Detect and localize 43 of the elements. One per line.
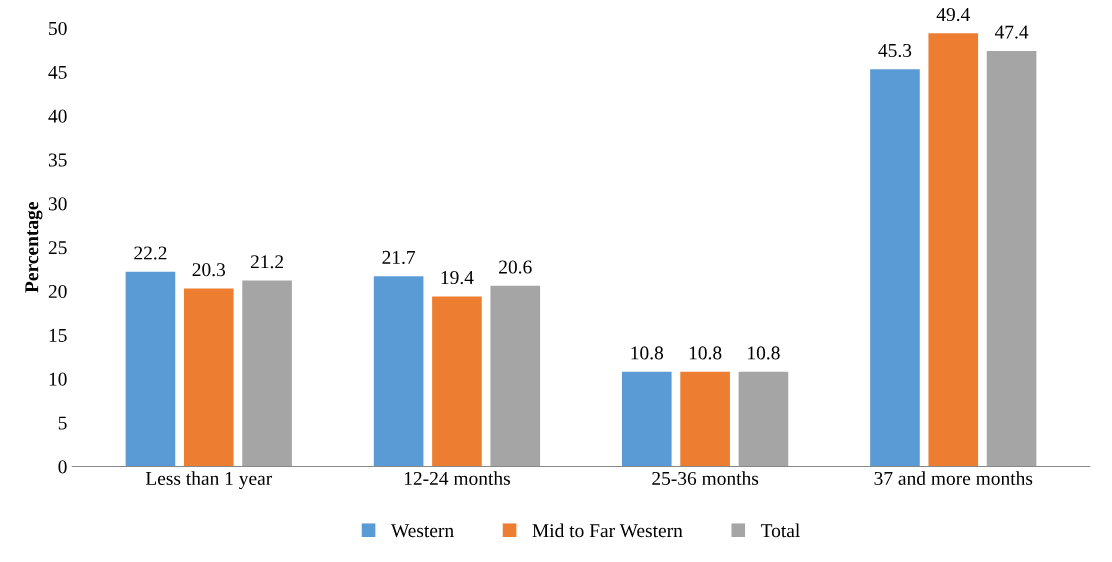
data-label: 10.8: [748, 346, 780, 360]
y-tick-label: 30: [48, 197, 67, 211]
data-label: 10.8: [689, 346, 722, 360]
data-label: 21.2: [250, 255, 284, 269]
data-label: 10.8: [631, 346, 664, 360]
y-tick-label: 50: [49, 21, 67, 36]
y-axis-title: Percentage: [25, 202, 43, 293]
legend-label: Total: [760, 523, 800, 538]
data-label: 19.4: [441, 271, 474, 285]
y-tick-label: 10: [49, 372, 67, 386]
bar: [242, 280, 292, 467]
legend-label: Mid to Far Western: [532, 523, 683, 538]
legend-label: Western: [390, 524, 454, 538]
y-tick-label: 15: [49, 328, 67, 342]
y-tick-label: 40: [48, 109, 67, 123]
bar: [986, 50, 1037, 467]
x-tick-label: 12-24 months: [404, 471, 510, 486]
bar: [870, 69, 920, 467]
bar: [680, 371, 730, 467]
data-label: 45.3: [878, 43, 912, 58]
y-tick-label: 5: [58, 416, 67, 430]
y-tick-label: 0: [58, 460, 67, 474]
bar: [432, 296, 482, 467]
bar: [490, 285, 541, 467]
x-tick-label: 25-36 months: [652, 471, 759, 486]
data-label: 20.3: [192, 263, 226, 277]
bar: [738, 371, 789, 467]
y-tick-label: 25: [48, 241, 67, 255]
y-tick-label: 20: [48, 284, 67, 299]
data-label: 20.6: [499, 260, 532, 274]
data-label: 21.7: [382, 250, 416, 265]
data-label: 22.2: [134, 246, 167, 260]
bar: [621, 371, 672, 467]
x-tick-label: 37 and more months: [874, 471, 1033, 486]
bar: [125, 271, 176, 467]
data-label: 49.4: [936, 8, 970, 22]
x-tick-label: Less than 1 year: [145, 471, 273, 490]
y-tick-label: 45: [48, 65, 67, 79]
bar: [373, 276, 424, 467]
data-label: 47.4: [994, 25, 1029, 39]
bar: [928, 33, 979, 467]
y-tick-label: 35: [48, 153, 67, 167]
bar: [183, 288, 234, 467]
